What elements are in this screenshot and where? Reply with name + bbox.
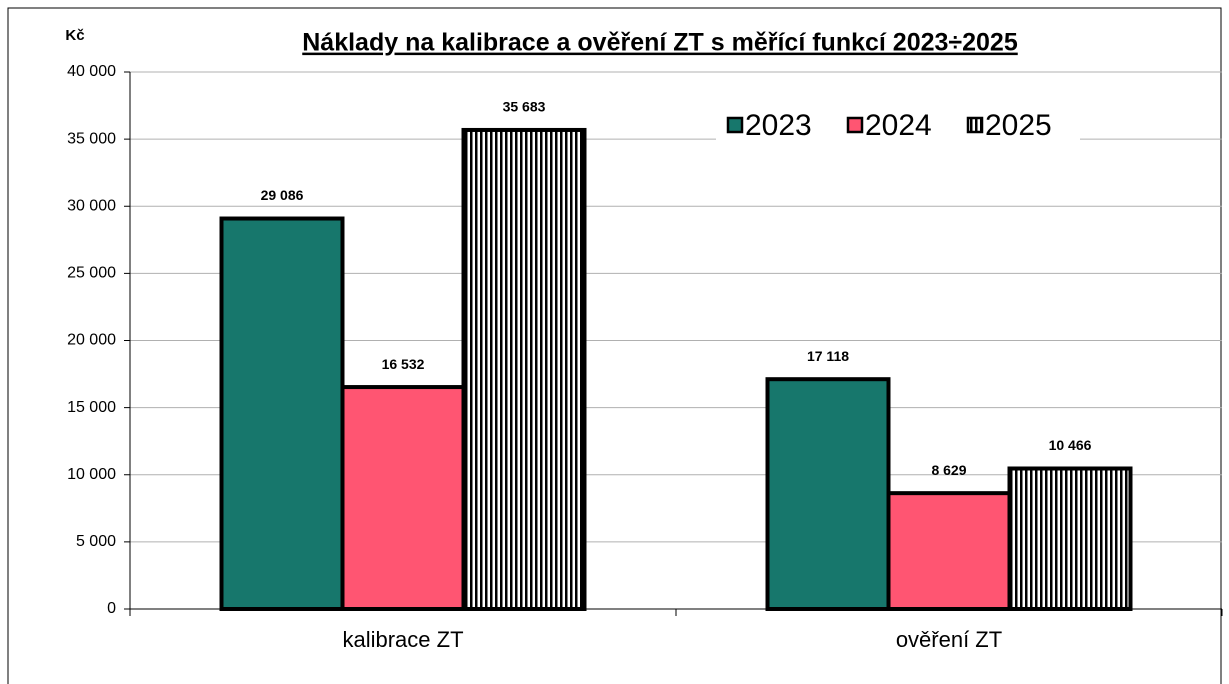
value-label: 10 466 — [1049, 437, 1092, 453]
value-label: 35 683 — [503, 99, 546, 115]
chart-title: Náklady na kalibrace a ověření ZT s měří… — [302, 29, 1018, 57]
legend-label: 2023 — [745, 109, 812, 142]
legend-swatch — [846, 116, 864, 134]
value-label: 8 629 — [931, 462, 966, 478]
y-tick-label: 5 000 — [76, 533, 116, 550]
legend-label: 2025 — [985, 109, 1052, 142]
y-tick-label: 35 000 — [67, 130, 116, 147]
x-tick-label: ověření ZT — [896, 627, 1002, 652]
legend-label: 2024 — [865, 109, 932, 142]
y-tick-label: 15 000 — [67, 399, 116, 416]
value-label: 16 532 — [382, 356, 425, 372]
y-axis-label: Kč — [65, 27, 84, 44]
bar — [461, 127, 587, 611]
bar — [886, 491, 1012, 611]
value-label: 17 118 — [807, 348, 849, 364]
y-tick-label: 10 000 — [67, 466, 116, 483]
bar — [340, 385, 466, 611]
y-tick-label: 25 000 — [67, 265, 116, 282]
legend-swatch — [966, 116, 984, 134]
bar — [765, 377, 891, 611]
y-tick-label: 40 000 — [67, 63, 116, 80]
bar — [1007, 466, 1133, 611]
legend-swatch — [726, 116, 744, 134]
bar — [219, 216, 345, 611]
value-label: 29 086 — [261, 187, 304, 203]
y-tick-label: 30 000 — [67, 197, 116, 214]
x-tick-label: kalibrace ZT — [342, 627, 463, 652]
y-tick-label: 0 — [107, 600, 116, 617]
y-tick-label: 20 000 — [67, 332, 116, 349]
legend-box — [716, 104, 1080, 150]
